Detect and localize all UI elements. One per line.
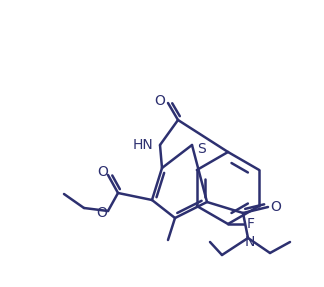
Text: O: O — [271, 200, 282, 214]
Text: S: S — [197, 142, 205, 156]
Text: N: N — [245, 235, 255, 249]
Text: HN: HN — [132, 138, 153, 152]
Text: O: O — [98, 165, 109, 179]
Text: O: O — [97, 206, 108, 220]
Text: F: F — [247, 217, 255, 231]
Text: O: O — [155, 94, 166, 108]
